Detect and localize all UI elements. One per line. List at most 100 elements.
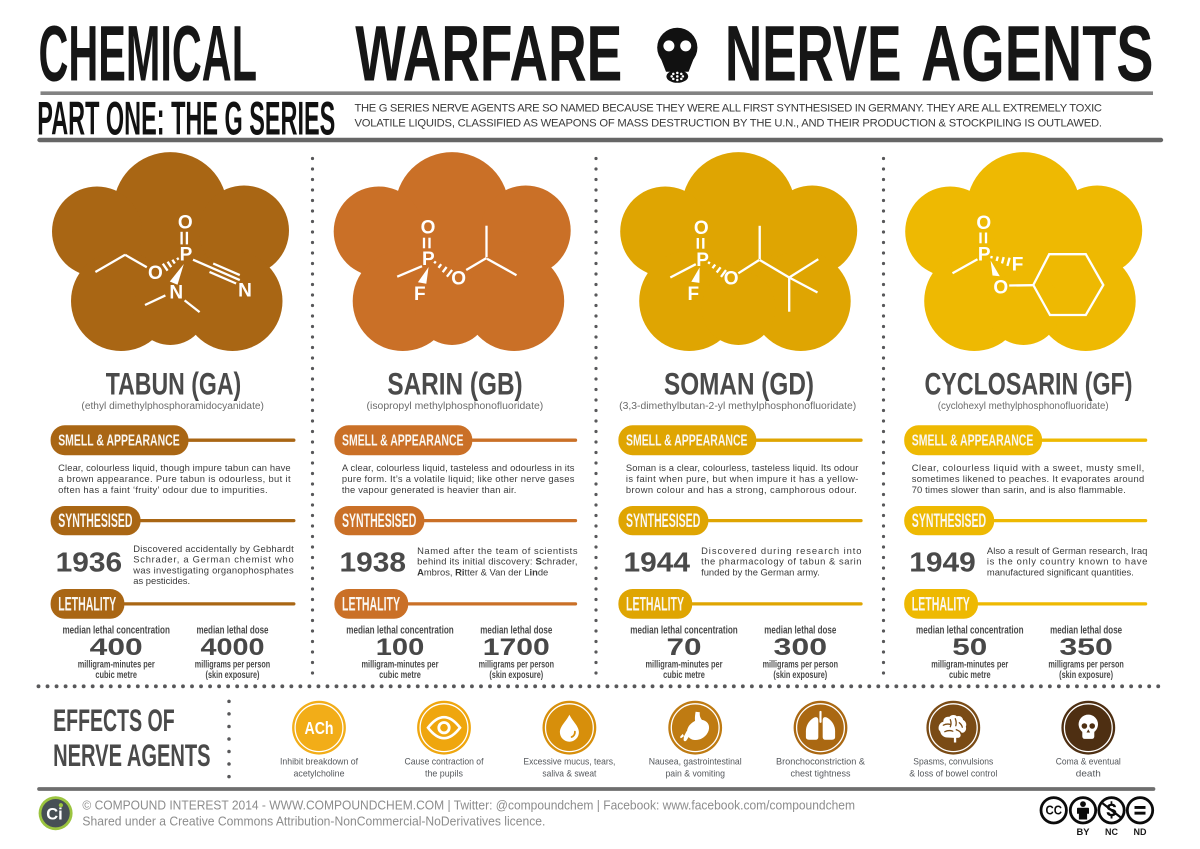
svg-text:is faint when pure, but when i: is faint when pure, but when impure it h… — [626, 473, 859, 484]
svg-text:median lethal concentration: median lethal concentration — [916, 624, 1024, 636]
svg-text:F: F — [414, 284, 426, 305]
svg-text:BY: BY — [1077, 827, 1090, 837]
svg-text:funded by the German army.: funded by the German army. — [701, 566, 820, 577]
svg-text:NERVE: NERVE — [725, 10, 902, 98]
svg-text:O: O — [976, 213, 991, 234]
svg-text:Inhibit breakdown of: Inhibit breakdown of — [280, 756, 358, 766]
svg-text:SMELL & APPEARANCE: SMELL & APPEARANCE — [342, 433, 464, 450]
svg-text:1936: 1936 — [56, 546, 123, 577]
svg-text:median lethal concentration: median lethal concentration — [630, 624, 738, 636]
svg-text:death: death — [1076, 768, 1101, 778]
svg-text:Soman is a clear, colourless,: Soman is a clear, colourless, tasteless … — [626, 462, 859, 473]
svg-text:70 times slower than sarin, an: 70 times slower than sarin, and is also … — [912, 484, 1126, 495]
svg-text:350: 350 — [1059, 634, 1113, 661]
svg-text:a brown appearance. Pure tabun: a brown appearance. Pure tabun is odourl… — [58, 473, 291, 484]
svg-text:Discovered during research int: Discovered during research into — [701, 545, 861, 556]
svg-text:F: F — [687, 284, 699, 305]
svg-text:milligrams per person: milligrams per person — [763, 659, 838, 670]
svg-text:4000: 4000 — [201, 634, 265, 661]
svg-text:(skin exposure): (skin exposure) — [206, 670, 260, 681]
svg-text:THE G SERIES NERVE AGENTS ARE: THE G SERIES NERVE AGENTS ARE SO NAMED B… — [355, 103, 1103, 115]
svg-text:LETHALITY: LETHALITY — [626, 594, 684, 615]
svg-text:CYCLOSARIN (GF): CYCLOSARIN (GF) — [925, 365, 1133, 401]
svg-text:O: O — [694, 218, 709, 239]
svg-text:brown colour and has a strong,: brown colour and has a strong, camphorou… — [626, 484, 857, 495]
svg-text:VOLATILE LIQUIDS, CLASSIFIED A: VOLATILE LIQUIDS, CLASSIFIED AS WEAPONS … — [355, 117, 1103, 129]
svg-text:Ambros, Ritter & Van der Linde: Ambros, Ritter & Van der Linde — [417, 566, 548, 577]
svg-text:the vapour generated is heavie: the vapour generated is heavier than air… — [342, 484, 517, 495]
svg-text:milligrams per person: milligrams per person — [195, 659, 270, 670]
svg-text:LETHALITY: LETHALITY — [342, 594, 400, 615]
svg-text:pure form. It’s a volatile liq: pure form. It’s a volatile liquid; like … — [342, 473, 575, 484]
svg-text:SOMAN (GD): SOMAN (GD) — [664, 365, 814, 401]
svg-text:milligram-minutes per: milligram-minutes per — [362, 659, 439, 670]
svg-text:P: P — [696, 250, 709, 271]
svg-text:Excessive mucus, tears,: Excessive mucus, tears, — [523, 756, 615, 766]
svg-text:P: P — [978, 244, 991, 265]
svg-text:P: P — [180, 244, 193, 265]
svg-text:Named after the team of scient: Named after the team of scientists — [417, 545, 578, 556]
svg-text:(skin exposure): (skin exposure) — [489, 670, 543, 681]
svg-text:P: P — [422, 249, 435, 270]
svg-text:(3,3-dimethylbutan-2-yl methyl: (3,3-dimethylbutan-2-yl methylphosphonof… — [619, 401, 856, 412]
svg-text:CHEMICAL: CHEMICAL — [39, 10, 258, 98]
svg-text:O: O — [724, 268, 739, 289]
svg-text:milligram-minutes per: milligram-minutes per — [78, 659, 155, 670]
svg-text:© COMPOUND INTEREST 2014 - WWW: © COMPOUND INTEREST 2014 - WWW.COMPOUNDC… — [82, 797, 855, 812]
svg-text:Discovered accidentally by Geb: Discovered accidentally by Gebhardt — [133, 543, 294, 554]
svg-text:Schrader, a German chemist who: Schrader, a German chemist who — [133, 554, 293, 565]
svg-text:A clear, colourless liquid, ta: A clear, colourless liquid, tasteless an… — [342, 462, 575, 473]
svg-text:LETHALITY: LETHALITY — [58, 594, 116, 615]
svg-text:(isopropyl methylphosphonofluo: (isopropyl methylphosphonofluoridate) — [367, 401, 544, 412]
svg-text:O: O — [148, 263, 163, 284]
svg-text:SARIN (GB): SARIN (GB) — [387, 365, 522, 401]
svg-text:1944: 1944 — [624, 546, 691, 577]
svg-text:1700: 1700 — [483, 634, 550, 661]
svg-text:cubic metre: cubic metre — [379, 670, 421, 681]
svg-text:Cause contraction of: Cause contraction of — [405, 756, 484, 766]
svg-text:LETHALITY: LETHALITY — [912, 594, 970, 615]
svg-text:cubic metre: cubic metre — [663, 670, 705, 681]
svg-text:1949: 1949 — [909, 546, 976, 577]
svg-text:N: N — [169, 282, 183, 303]
svg-text:NC: NC — [1105, 827, 1119, 837]
svg-text:milligrams per person: milligrams per person — [1048, 659, 1123, 670]
svg-text:the pharmacology of tabun & sa: the pharmacology of tabun & sarin — [701, 556, 861, 567]
svg-text:O: O — [421, 217, 436, 238]
svg-text:TABUN (GA): TABUN (GA) — [106, 365, 242, 401]
svg-text:Shared under a Creative Common: Shared under a Creative Commons Attribut… — [82, 813, 545, 828]
svg-text:(skin exposure): (skin exposure) — [1059, 670, 1113, 681]
svg-text:& loss of bowel control: & loss of bowel control — [909, 768, 997, 778]
svg-text:median lethal dose: median lethal dose — [480, 624, 552, 636]
svg-text:median lethal concentration: median lethal concentration — [346, 624, 454, 636]
svg-text:Coma & eventual: Coma & eventual — [1056, 756, 1121, 766]
svg-text:median lethal dose: median lethal dose — [1050, 624, 1122, 636]
svg-text:300: 300 — [774, 634, 828, 661]
svg-text:saliva & sweat: saliva & sweat — [542, 768, 596, 778]
svg-text:EFFECTS OF: EFFECTS OF — [53, 703, 175, 738]
svg-text:SMELL & APPEARANCE: SMELL & APPEARANCE — [626, 433, 748, 450]
svg-text:milligram-minutes per: milligram-minutes per — [646, 659, 723, 670]
svg-text:manufactured significant quant: manufactured significant quantities. — [987, 566, 1134, 577]
svg-text:1938: 1938 — [340, 546, 407, 577]
svg-text:(cyclohexyl methylphosphonoflu: (cyclohexyl methylphosphonofluoridate) — [938, 401, 1109, 412]
svg-text:Ci: Ci — [46, 806, 63, 824]
svg-text:cubic metre: cubic metre — [95, 670, 137, 681]
svg-text:ND: ND — [1134, 827, 1147, 837]
svg-text:ACh: ACh — [305, 718, 334, 738]
svg-text:milligram-minutes per: milligram-minutes per — [931, 659, 1008, 670]
svg-text:sometimes likened to peaches.: sometimes likened to peaches. It evapora… — [912, 473, 1144, 484]
svg-text:Also a result of German resear: Also a result of German research, Iraq — [987, 545, 1147, 556]
svg-text:acetylcholine: acetylcholine — [294, 768, 345, 778]
svg-text:median lethal dose: median lethal dose — [764, 624, 836, 636]
svg-text:the pupils: the pupils — [425, 768, 463, 778]
svg-text:Clear, colourless liquid, thou: Clear, colourless liquid, though impure … — [58, 462, 291, 473]
svg-text:400: 400 — [90, 634, 143, 661]
svg-text:CC: CC — [1045, 804, 1062, 818]
svg-text:median lethal dose: median lethal dose — [197, 624, 269, 636]
svg-text:as pesticides.: as pesticides. — [133, 575, 190, 586]
svg-text:O: O — [451, 268, 466, 289]
svg-text:Bronchoconstriction &: Bronchoconstriction & — [776, 756, 865, 766]
svg-text:SYNTHESISED: SYNTHESISED — [342, 511, 416, 532]
svg-text:WARFARE: WARFARE — [355, 10, 622, 98]
